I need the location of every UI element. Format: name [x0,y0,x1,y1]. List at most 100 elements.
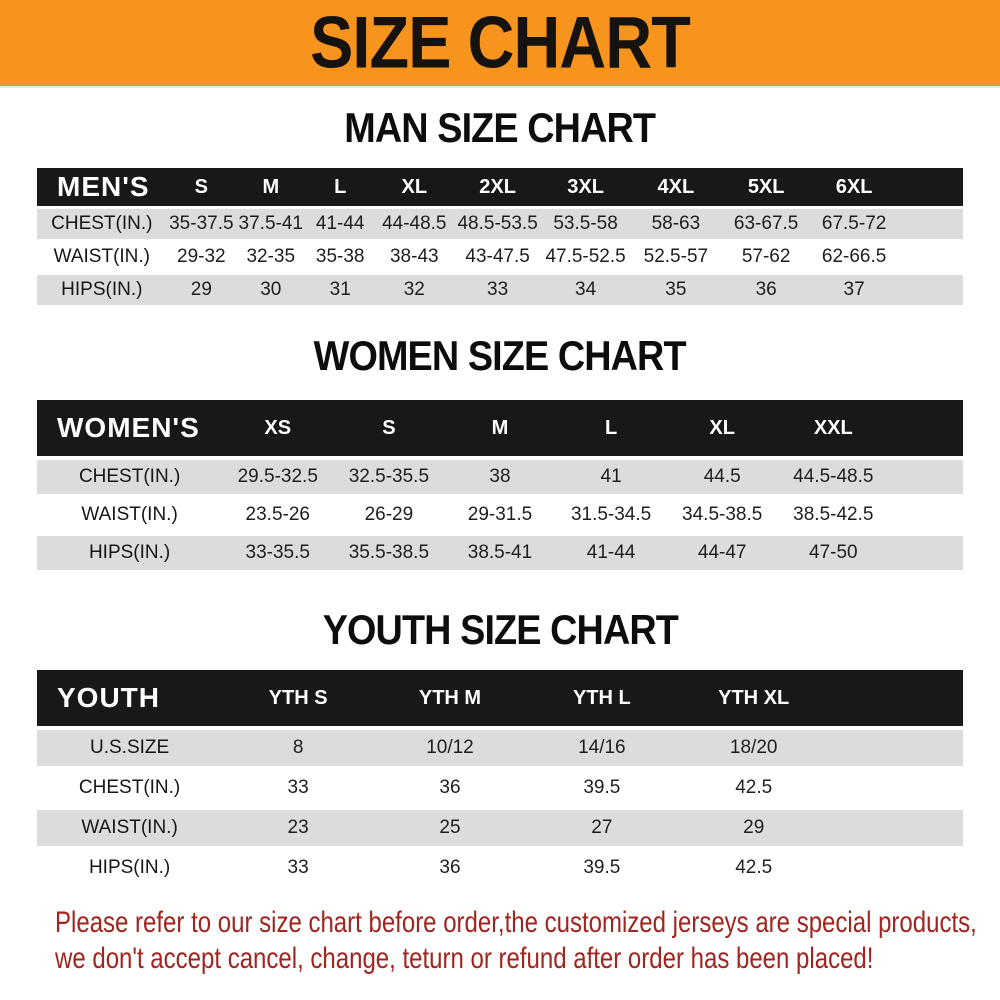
cell-value: 39.5 [525,850,678,886]
cell-value: 36 [722,275,811,305]
cell-value: 35.5-38.5 [333,536,445,570]
cell-value: 32.5-35.5 [333,460,445,494]
youth-col-header: YTH M [374,670,526,726]
women-chest-row: CHEST(IN.) 29.5-32.5 32.5-35.5 38 41 44.… [37,460,963,494]
row-label: WAIST(IN.) [37,242,167,272]
men-corner-label: MEN'S [37,168,167,206]
youth-col-header: YTH S [222,670,375,726]
cell-value: 44.5 [666,460,778,494]
disclaimer-line-2: we don't accept cancel, change, teturn o… [55,942,874,975]
women-section-title: WOMEN SIZE CHART [314,332,687,379]
cell-value: 23.5-26 [222,498,334,532]
size-chart-banner: SIZE CHART [0,0,1000,88]
youth-ussize-row: U.S.SIZE 8 10/12 14/16 18/20 [37,730,963,766]
women-col-header: S [333,400,445,456]
women-col-header: XXL [777,400,889,456]
cell-value: 67.5-72 [810,209,899,239]
row-label: U.S.SIZE [37,730,223,766]
cell-value: 36 [374,850,526,886]
cell-value: 37 [810,275,899,305]
cell-value: 58-63 [629,209,723,239]
women-waist-row: WAIST(IN.) 23.5-26 26-29 29-31.5 31.5-34… [37,498,963,532]
cell-value: 38 [444,460,556,494]
men-col-header: M [236,168,306,206]
filler-cell [829,670,963,726]
women-section-heading: WOMEN SIZE CHART [0,332,1000,380]
cell-value: 35-37.5 [166,209,237,239]
youth-header-row: YOUTH YTH S YTH M YTH L YTH XL [37,670,963,726]
row-label: CHEST(IN.) [37,770,223,806]
women-col-header: L [555,400,667,456]
cell-value: 29.5-32.5 [222,460,334,494]
cell-value: 38.5-42.5 [777,498,889,532]
cell-value: 43-47.5 [453,242,542,272]
cell-value: 27 [525,810,678,846]
men-col-header: 5XL [722,168,811,206]
disclaimer-line-1: Please refer to our size chart before or… [55,906,977,939]
men-col-header: XL [374,168,454,206]
women-hips-row: HIPS(IN.) 33-35.5 35.5-38.5 38.5-41 41-4… [37,536,963,570]
filler-cell [829,810,963,846]
women-col-header: M [444,400,556,456]
men-col-header: L [305,168,375,206]
cell-value: 18/20 [677,730,830,766]
filler-cell [829,730,963,766]
cell-value: 36 [374,770,526,806]
cell-value: 48.5-53.5 [453,209,542,239]
youth-corner-label: YOUTH [37,670,223,726]
cell-value: 33 [222,770,375,806]
filler-cell [888,400,963,456]
women-size-table: WOMEN'S XS S M L XL XXL CHEST(IN.) 29.5-… [37,396,963,574]
men-col-header: S [166,168,237,206]
banner-title: SIZE CHART [310,2,691,84]
cell-value: 53.5-58 [541,209,630,239]
cell-value: 41-44 [305,209,375,239]
cell-value: 33 [222,850,375,886]
cell-value: 8 [222,730,375,766]
women-corner-label: WOMEN'S [37,400,223,456]
cell-value: 26-29 [333,498,445,532]
cell-value: 29 [677,810,830,846]
youth-col-header: YTH XL [677,670,830,726]
cell-value: 31 [305,275,375,305]
cell-value: 34 [541,275,630,305]
cell-value: 35 [629,275,723,305]
cell-value: 32 [374,275,454,305]
cell-value: 37.5-41 [236,209,306,239]
filler-cell [888,460,963,494]
women-header-row: WOMEN'S XS S M L XL XXL [37,400,963,456]
cell-value: 23 [222,810,375,846]
filler-cell [898,242,963,272]
filler-cell [888,536,963,570]
row-label: HIPS(IN.) [37,275,167,305]
cell-value: 38.5-41 [444,536,556,570]
row-label: WAIST(IN.) [37,498,223,532]
filler-cell [898,168,963,206]
men-hips-row: HIPS(IN.) 29 30 31 32 33 34 35 36 37 [37,275,963,305]
filler-cell [829,850,963,886]
cell-value: 34.5-38.5 [666,498,778,532]
cell-value: 31.5-34.5 [555,498,667,532]
cell-value: 39.5 [525,770,678,806]
cell-value: 33-35.5 [222,536,334,570]
cell-value: 29 [166,275,237,305]
cell-value: 62-66.5 [810,242,899,272]
men-header-row: MEN'S S M L XL 2XL 3XL 4XL 5XL 6XL [37,168,963,206]
cell-value: 52.5-57 [629,242,723,272]
women-col-header: XL [666,400,778,456]
cell-value: 41 [555,460,667,494]
men-col-header: 2XL [453,168,542,206]
men-chest-row: CHEST(IN.) 35-37.5 37.5-41 41-44 44-48.5… [37,209,963,239]
cell-value: 42.5 [677,850,830,886]
cell-value: 14/16 [525,730,678,766]
cell-value: 44.5-48.5 [777,460,889,494]
man-section-heading: MAN SIZE CHART [0,104,1000,152]
row-label: WAIST(IN.) [37,810,223,846]
youth-hips-row: HIPS(IN.) 33 36 39.5 42.5 [37,850,963,886]
cell-value: 10/12 [374,730,526,766]
men-col-header: 6XL [810,168,899,206]
cell-value: 29-31.5 [444,498,556,532]
youth-size-table: YOUTH YTH S YTH M YTH L YTH XL U.S.SIZE … [37,666,963,890]
man-section-title: MAN SIZE CHART [344,104,657,151]
cell-value: 38-43 [374,242,454,272]
